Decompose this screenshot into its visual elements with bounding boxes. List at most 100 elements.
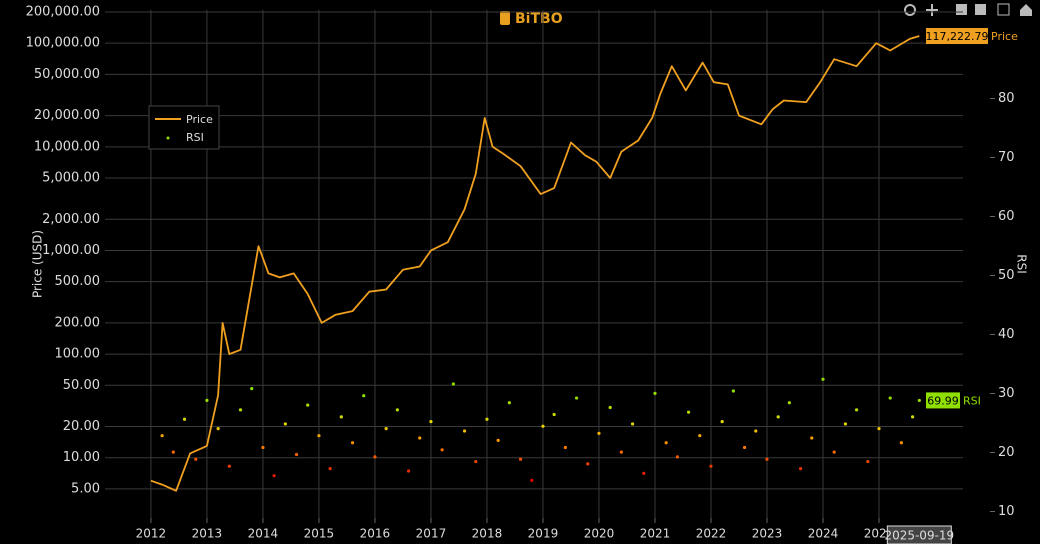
x-tick-label: 2024 [808,527,839,541]
rsi-dot [742,445,747,450]
y-axis-title: Price (USD) [31,230,45,298]
rsi-dot [563,445,567,450]
y2-tick-label: 20 [998,445,1015,460]
rsi-dot [597,431,601,435]
x-tick-label: 2023 [752,527,783,541]
rsi-dot [653,391,657,395]
rsi-dot [709,464,713,468]
x-tick-label: 2022 [696,527,727,541]
rsi-dot [160,434,164,438]
rsi-dot [552,412,556,417]
legend-box [148,105,220,150]
rsi-dot [541,424,545,428]
x-tick-label: 2025 [864,527,895,541]
home-button[interactable] [1020,4,1032,16]
rsi-dot [283,422,287,426]
rsi-dot [362,394,366,398]
y-tick-label: 50.00 [63,378,100,393]
rsi-dot [821,377,825,381]
y-tick-label: 50,000.00 [34,67,100,82]
y2-tick-label: 60 [998,209,1015,224]
rsi-dot [630,422,635,426]
rsi-dot [261,445,265,450]
rsi-dot [384,427,388,431]
y-tick-label: 1,000.00 [42,243,100,258]
y2-axis-title: RSI [1015,254,1029,274]
y-tick-label: 5,000.00 [42,171,100,186]
y2-tick-label: 80 [998,91,1015,106]
y2-tick-label: 50 [998,268,1015,283]
rsi-dot [182,417,187,421]
rsi-marker [926,392,960,409]
rsi-dot [686,410,691,414]
logo-icon [500,11,510,25]
rsi-dot [250,387,254,391]
y2-tick-label: 10 [998,504,1015,519]
y-tick-label: 20.00 [63,419,100,434]
y-tick-label: 5.00 [71,481,100,496]
logo-text: BiTBO [515,11,563,27]
y-tick-label: 10,000.00 [34,139,100,154]
rsi-dot [586,462,590,466]
toolbar[interactable] [904,3,1032,16]
zoom-button[interactable] [904,4,916,16]
rsi-dot [171,450,175,454]
rsi-dot [294,452,299,457]
x-tick-label: 2013 [192,527,223,541]
y-tick-label: 200,000.00 [26,4,100,19]
rsi-dot [373,455,377,459]
legend-label[interactable]: Price [186,113,213,126]
x-tick-label: 2018 [472,527,503,541]
rsi-dot [395,408,399,412]
rsi-marker-name: RSI [963,394,981,407]
rsi-dot [910,415,915,419]
rsi-dot [474,459,478,464]
logo: BiTBO [500,11,563,27]
rsi-dot [317,434,321,438]
zoom-in-button[interactable] [956,4,967,15]
rsi-dot [899,441,903,445]
rsi-dot [664,441,668,445]
legend: Price RSI [148,105,220,150]
zoom-out-button[interactable] [975,4,986,15]
autoscale-button[interactable] [997,3,1010,16]
rsi-dot [418,436,422,440]
x-tick-label: 2014 [248,527,279,541]
x-tick-label: 2012 [136,527,167,541]
rsi-dot [765,457,769,461]
pan-button[interactable] [926,4,938,16]
y2-tick-label: 40 [998,327,1015,342]
rsi-dot [429,419,433,424]
rsi-dot [720,419,724,424]
y-tick-label: 100.00 [55,347,101,362]
rsi-dot [810,436,814,440]
price-marker-label: 117,222.79 [926,30,989,43]
rsi-dot [776,415,780,419]
rsi-dot [731,389,735,393]
rsi-dot [496,438,500,442]
x-tick-label: 2021 [640,527,671,541]
rsi-dot [485,417,489,421]
cursor-labels: 117,222.79 Price 69.99 RSI 2025-09-19 [884,28,1018,544]
rsi-dot [194,457,198,461]
rsi-dot [339,415,343,419]
rsi-dot [440,448,444,452]
rsi-dot [888,396,892,400]
price-line [150,35,920,492]
x-tick-label: 2020 [584,527,615,541]
rsi-dot [574,396,579,400]
x-tick-label: 2016 [360,527,391,541]
rsi-dot [216,427,220,431]
rsi-dot [642,471,646,475]
rsi-dot [754,429,758,433]
rsi-dot [698,434,702,438]
rsi-dot [406,469,411,473]
rsi-marker-label: 69.99 [927,394,959,407]
x-tick-label: 2019 [528,527,559,541]
y-tick-label: 10.00 [63,450,100,465]
y-tick-label: 2,000.00 [42,212,100,227]
legend-label[interactable]: RSI [186,131,204,144]
grid: 2012 2013 2014 2015 2016 2017 2018 2019 2020 2021… [26,4,1015,540]
